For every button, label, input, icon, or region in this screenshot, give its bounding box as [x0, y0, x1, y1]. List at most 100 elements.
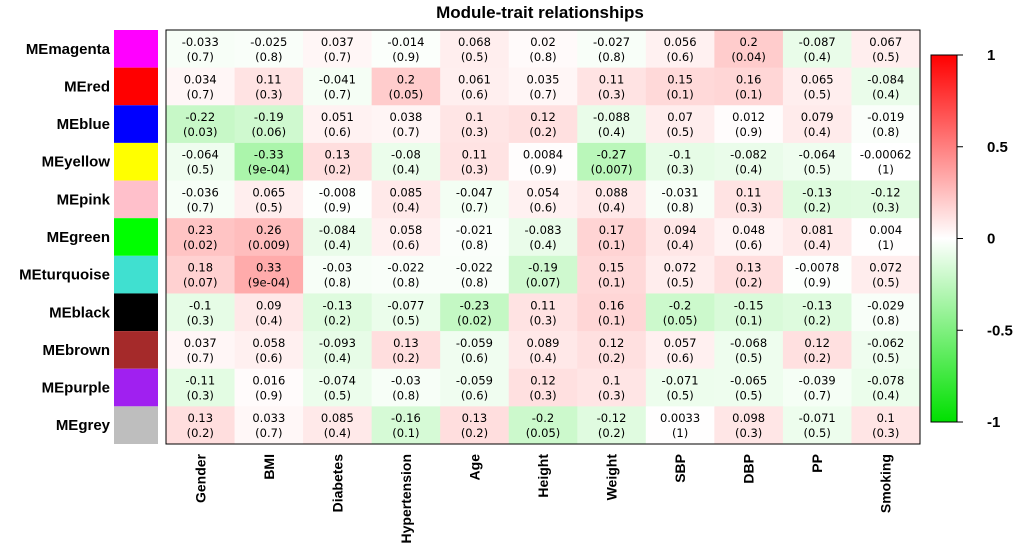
cell-correlation-label: 0.2: [397, 72, 415, 86]
heatmap-cell: [166, 142, 236, 182]
cell-correlation-label: 0.15: [667, 72, 693, 86]
cell-correlation-label: -0.041: [319, 72, 356, 86]
heatmap-cell: [371, 180, 441, 219]
row-swatch-MEmagenta: [114, 30, 158, 68]
cell-correlation-label: -0.16: [391, 411, 421, 425]
heatmap-cell: [371, 255, 441, 294]
cell-pvalue-label: (0.7): [324, 50, 351, 64]
heatmap-cell: [714, 142, 784, 182]
row-label-MEpink: MEpink: [57, 191, 111, 208]
heatmap-cell: [508, 30, 578, 69]
heatmap-cell: [714, 105, 784, 144]
cell-pvalue-label: (0.4): [392, 200, 419, 214]
cell-correlation-label: 0.037: [184, 336, 217, 350]
cell-correlation-label: -0.084: [867, 72, 904, 86]
heatmap-cell: [371, 218, 441, 257]
cell-pvalue-label: (0.5): [666, 389, 693, 403]
heatmap-cell: [166, 67, 236, 106]
cell-pvalue-label: (0.8): [461, 276, 488, 290]
cell-pvalue-label: (0.1): [392, 426, 419, 440]
cell-pvalue-label: (0.7): [804, 389, 831, 403]
heatmap-cell: [303, 368, 373, 407]
cell-correlation-label: -0.1: [669, 148, 691, 162]
cell-pvalue-label: (0.5): [392, 313, 419, 327]
cell-correlation-label: 0.004: [869, 223, 902, 237]
cell-pvalue-label: (0.6): [324, 125, 351, 139]
cell-correlation-label: -0.014: [387, 35, 424, 49]
heatmap-cell: [577, 30, 647, 69]
cell-correlation-label: -0.047: [456, 185, 493, 199]
cell-correlation-label: -0.23: [460, 298, 490, 312]
cell-correlation-label: 0.1: [465, 110, 483, 124]
legend-tick-label: 0.5: [987, 139, 1008, 156]
cell-correlation-label: 0.12: [804, 336, 830, 350]
heatmap-cell: [645, 142, 715, 182]
cell-correlation-label: -0.064: [182, 148, 219, 162]
cell-pvalue-label: (0.5): [255, 200, 282, 214]
heatmap-cell: [371, 368, 441, 407]
cell-pvalue-label: (0.3): [529, 389, 556, 403]
cell-pvalue-label: (0.9): [392, 50, 419, 64]
cell-pvalue-label: (0.009): [248, 238, 290, 252]
cell-pvalue-label: (0.4): [872, 389, 899, 403]
column-labels: Gender BMI Diabetes Hypertension Age Height We…: [192, 453, 893, 543]
column-label-gender: Gender: [192, 453, 208, 503]
cell-correlation-label: -0.19: [254, 110, 284, 124]
heatmap-cell: [166, 255, 236, 294]
cell-correlation-label: 0.11: [599, 72, 625, 86]
cell-correlation-label: 0.034: [184, 72, 217, 86]
cell-pvalue-label: (0.1): [666, 87, 693, 101]
column-label-hypertension: Hypertension: [398, 454, 414, 543]
cell-correlation-label: 0.085: [389, 185, 422, 199]
heatmap-cell: [371, 30, 441, 69]
cell-correlation-label: 0.12: [599, 336, 625, 350]
cell-correlation-label: -0.11: [185, 374, 215, 388]
cell-pvalue-label: (0.7): [324, 87, 351, 101]
cell-correlation-label: -0.08: [391, 148, 421, 162]
cell-correlation-label: 0.012: [732, 110, 765, 124]
cell-correlation-label: -0.071: [662, 374, 699, 388]
row-swatch-MEblack: [114, 293, 158, 332]
cell-correlation-label: 0.13: [736, 261, 762, 275]
cell-pvalue-label: (0.4): [324, 238, 351, 252]
cell-correlation-label: -0.062: [867, 336, 904, 350]
heatmap-cell: [851, 30, 921, 69]
heatmap-cell: [508, 67, 578, 106]
heatmap-cell: [303, 180, 373, 219]
plot-frame: [165, 29, 921, 445]
chart-title: Module-trait relationships: [436, 3, 644, 22]
row-swatch-MEyellow: [114, 142, 158, 181]
heatmap-cell: [782, 255, 852, 294]
heatmap-cell: [851, 105, 921, 144]
cell-correlation-label: 0.089: [527, 336, 560, 350]
row-label-MEturquoise: MEturquoise: [19, 267, 110, 284]
cell-correlation-label: -0.12: [871, 185, 901, 199]
cell-correlation-label: -0.008: [319, 185, 356, 199]
cell-correlation-label: -0.084: [319, 223, 356, 237]
heatmap-cell: [577, 218, 647, 257]
heatmap-cell: [371, 293, 441, 332]
cell-pvalue-label: (0.9): [804, 276, 831, 290]
heatmap-cell: [371, 67, 441, 106]
heatmap-cell: [440, 368, 510, 407]
cell-pvalue-label: (0.7): [187, 351, 214, 365]
cell-correlation-label: 0.13: [187, 411, 213, 425]
cell-pvalue-label: (0.2): [804, 200, 831, 214]
heatmap-cell: [714, 218, 784, 257]
heatmap-cell: [371, 105, 441, 144]
cell-correlation-label: 0.16: [599, 298, 625, 312]
cell-pvalue-label: (0.2): [324, 163, 351, 177]
cell-correlation-label: -0.031: [662, 185, 699, 199]
heatmap-cell: [714, 331, 784, 370]
row-label-MEmagenta: MEmagenta: [26, 41, 111, 58]
heatmap-cell: [782, 331, 852, 370]
heatmap-cell: [303, 142, 373, 182]
cell-correlation-label: 0.11: [736, 185, 762, 199]
cell-pvalue-label: (0.2): [804, 351, 831, 365]
heatmap-cell: [303, 67, 373, 106]
cell-pvalue-label: (0.7): [187, 200, 214, 214]
cell-correlation-label: 0.11: [462, 148, 488, 162]
cell-correlation-label: -0.13: [322, 298, 352, 312]
cell-pvalue-label: (0.5): [735, 389, 762, 403]
cell-correlation-label: -0.33: [254, 148, 284, 162]
